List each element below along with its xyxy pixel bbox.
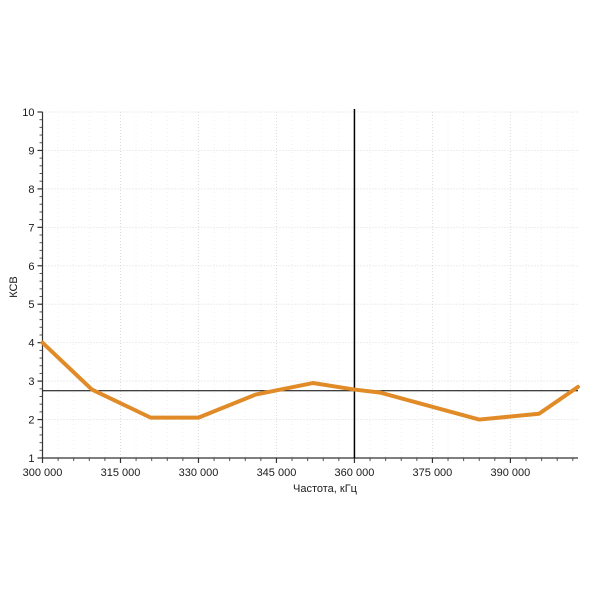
x-axis-title: Частота, кГц xyxy=(293,483,358,495)
x-tick-label: 315 000 xyxy=(101,467,141,479)
x-tick-label: 330 000 xyxy=(179,467,219,479)
x-axis-tick-labels: 300 000 315 000 330 000 345 000 360 000 375 0… xyxy=(23,467,531,479)
y-axis-tick-labels: 1 2 3 4 5 6 7 8 9 10 xyxy=(22,107,34,465)
reference-lines xyxy=(42,109,578,458)
x-tick-label: 375 000 xyxy=(413,467,453,479)
series-line-swr xyxy=(40,340,580,422)
y-tick-label: 1 xyxy=(28,453,34,465)
x-tick-label: 345 000 xyxy=(257,467,297,479)
y-tick-label: 10 xyxy=(22,107,34,119)
x-tick-label: 300 000 xyxy=(23,467,63,479)
y-tick-label: 4 xyxy=(28,338,34,350)
y-tick-label: 5 xyxy=(28,299,34,311)
y-tick-label: 7 xyxy=(28,222,34,234)
x-tick-label: 390 000 xyxy=(491,467,531,479)
y-axis-major-ticks xyxy=(37,111,43,459)
y-tick-label: 9 xyxy=(28,145,34,157)
x-tick-label: 360 000 xyxy=(335,467,375,479)
y-tick-label: 3 xyxy=(28,376,34,388)
y-tick-label: 2 xyxy=(28,415,34,427)
y-tick-label: 6 xyxy=(28,261,34,273)
x-axis-major-ticks xyxy=(41,458,512,463)
data-series-group xyxy=(40,340,580,422)
y-axis-title: КСВ xyxy=(8,276,20,298)
y-tick-label: 8 xyxy=(28,184,34,196)
